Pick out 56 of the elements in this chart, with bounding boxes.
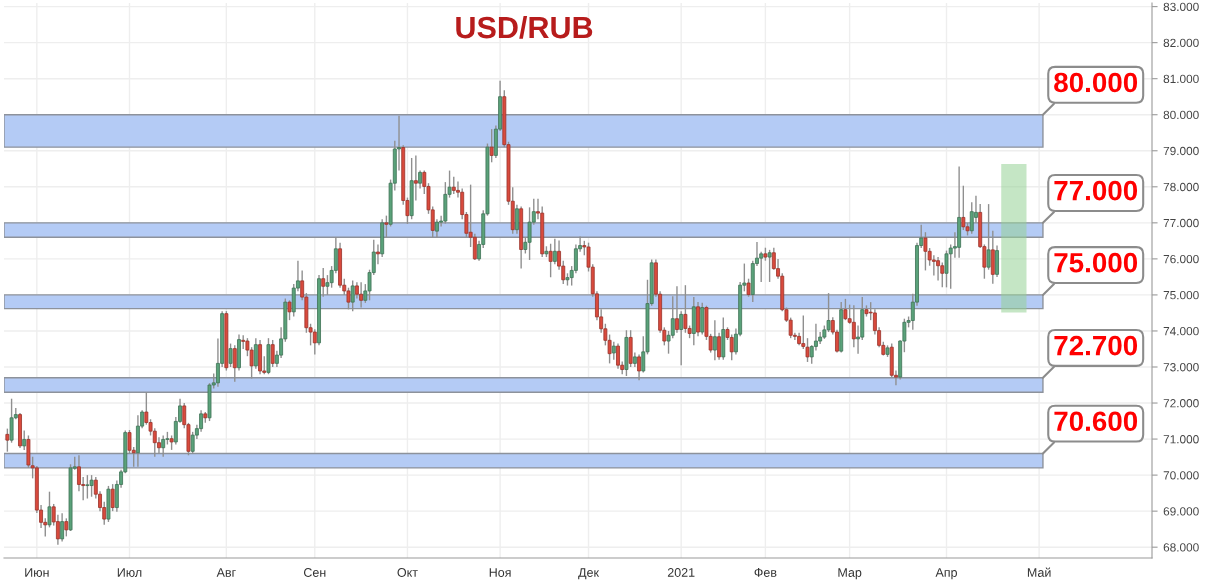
y-tick-label: 82.000 xyxy=(1163,38,1199,48)
candlestick xyxy=(64,517,69,538)
candlestick xyxy=(936,256,940,282)
y-tick-label: 71.000 xyxy=(1163,435,1199,444)
x-tick-label: Фев xyxy=(754,568,777,577)
y-tick-label: 72.000 xyxy=(1163,399,1199,408)
x-tick-label: Сен xyxy=(303,568,326,577)
candlestick xyxy=(931,254,936,277)
candlestick xyxy=(60,512,65,543)
band-label: 77.000 xyxy=(1054,180,1138,201)
x-tick-label: Дек xyxy=(578,568,600,580)
legend-label: 75.000 xyxy=(1054,252,1138,273)
x-tick-label: 2021 xyxy=(667,568,695,577)
x-tick-label: Апр xyxy=(935,568,957,580)
y-tick-label: 73.000 xyxy=(1163,363,1199,372)
x-tick-label: Июн xyxy=(25,568,49,577)
candlestick xyxy=(85,474,90,500)
y-tick-label: 70.000 xyxy=(1163,471,1199,480)
candlestick xyxy=(611,341,616,361)
candlestick xyxy=(712,319,717,361)
x-tick-label: Июл xyxy=(117,568,142,577)
band-label: 80.000 xyxy=(1054,72,1138,93)
candlestick xyxy=(270,339,275,368)
y-tick-label: 69.000 xyxy=(1163,507,1199,516)
x-tick-label: Авг xyxy=(216,568,236,577)
y-tick-label: 81.000 xyxy=(1163,74,1199,84)
candlestick xyxy=(228,342,233,368)
candlestick xyxy=(548,243,553,278)
candlestick xyxy=(767,249,772,283)
y-tick-label: 79.000 xyxy=(1163,146,1199,156)
candlestick xyxy=(995,244,999,278)
candlestick xyxy=(376,243,380,265)
x-tick-label: Мар xyxy=(838,568,862,580)
y-tick-label: 80.000 xyxy=(1163,110,1199,120)
candlestick xyxy=(110,483,115,512)
y-tick-label: 77.000 xyxy=(1163,218,1199,228)
candlestick xyxy=(253,337,258,370)
x-tick-label: Окт xyxy=(397,568,418,577)
y-tick-label: 78.000 xyxy=(1163,182,1199,192)
chart-title: USD/RUB xyxy=(456,15,593,39)
band-label: 72.700 xyxy=(1054,335,1138,356)
candlestick xyxy=(89,474,94,498)
candlestick xyxy=(22,429,27,451)
x-tick-label: Ноя xyxy=(489,568,511,577)
y-tick-label: 75.000 xyxy=(1163,290,1199,300)
candlestick xyxy=(413,154,418,202)
candlestick xyxy=(312,328,317,356)
y-tick-label: 74.000 xyxy=(1163,326,1199,336)
candlestick xyxy=(729,333,734,361)
candlestick xyxy=(616,342,620,370)
y-tick-label: 83.000 xyxy=(1163,2,1199,11)
y-tick-label: 76.000 xyxy=(1163,254,1199,264)
x-tick-label: Май xyxy=(1027,567,1051,577)
band-label: 70.600 xyxy=(1054,411,1138,432)
y-tick-label: 68.000 xyxy=(1163,543,1199,552)
candlestick xyxy=(940,261,945,289)
